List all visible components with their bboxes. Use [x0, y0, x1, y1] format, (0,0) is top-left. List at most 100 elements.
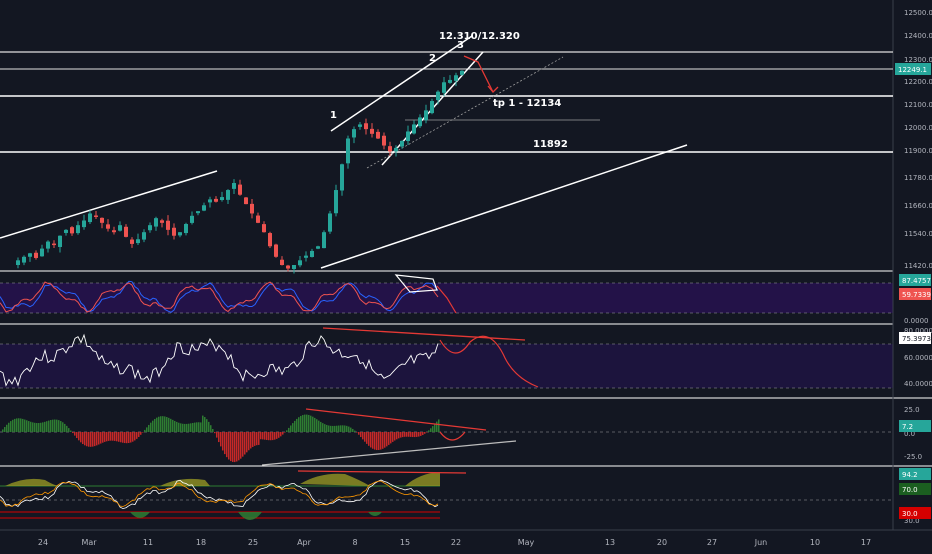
histogram-bar: [178, 422, 180, 432]
histogram-bar: [84, 432, 86, 446]
histogram-bar: [78, 432, 80, 441]
candle-body: [154, 218, 158, 227]
candle-body: [298, 260, 302, 266]
candle-body: [160, 220, 164, 223]
candle-body: [418, 117, 422, 127]
histogram-bar: [10, 421, 12, 432]
histogram-bar: [310, 415, 312, 432]
histogram-bar: [394, 432, 396, 441]
histogram-bar: [330, 425, 332, 432]
candle-body: [436, 91, 440, 101]
panel-4-projection[interactable]: [439, 431, 466, 441]
histogram-bar: [412, 432, 414, 438]
dotted-projection-line[interactable]: [366, 56, 564, 169]
histogram-bar: [272, 432, 274, 441]
time-tick-label: 24: [38, 538, 48, 547]
histogram-bar: [150, 422, 152, 432]
panel-3-divergence-line[interactable]: [322, 327, 526, 341]
histogram-bar: [162, 416, 164, 432]
candle-body: [136, 239, 140, 244]
histogram-bar: [60, 421, 62, 432]
histogram-bar: [426, 432, 428, 433]
histogram-bar: [102, 432, 104, 443]
histogram-bar: [404, 432, 406, 437]
candle-body: [448, 79, 452, 83]
histogram-bar: [406, 432, 408, 437]
histogram-bar: [106, 432, 108, 442]
histogram-bar: [296, 418, 298, 432]
histogram-bar: [370, 432, 372, 448]
histogram-bar: [396, 432, 398, 440]
histogram-bar: [336, 425, 338, 432]
histogram-bar: [300, 415, 302, 432]
candle-body: [364, 123, 368, 130]
candle-body: [82, 220, 86, 228]
panel-3-projection[interactable]: [439, 335, 539, 388]
panel-2-projection[interactable]: [436, 285, 457, 314]
histogram-bar: [228, 432, 230, 460]
histogram-bar: [356, 432, 358, 433]
histogram-bar: [278, 432, 280, 438]
value-badge: [899, 274, 931, 286]
histogram-bar: [56, 419, 58, 432]
candle-body: [208, 199, 212, 203]
histogram-bar: [154, 418, 156, 432]
wave-3-label: 3: [457, 40, 464, 51]
panel-4-trendline[interactable]: [261, 440, 517, 466]
panel-5-resistance-line[interactable]: [297, 470, 467, 474]
projection-path[interactable]: [463, 55, 494, 93]
histogram-bar: [290, 425, 292, 432]
time-tick-label: Apr: [297, 538, 312, 547]
time-tick-label: 27: [707, 538, 717, 547]
panel-2-pattern[interactable]: [394, 274, 438, 293]
candle-body: [442, 82, 446, 93]
histogram-bar: [100, 432, 102, 444]
histogram-bar: [376, 432, 378, 451]
trendline[interactable]: [320, 144, 688, 269]
histogram-bar: [364, 432, 366, 442]
histogram-bar: [38, 423, 40, 432]
histogram-bar: [268, 432, 270, 441]
price-tick-label: 12200.0: [904, 78, 932, 86]
panel-axes: 0.0000 80.0000 60.0000 40.0000 25.0 0.0 -25.0 3…: [904, 317, 932, 525]
histogram-bar: [98, 432, 100, 445]
histogram-bar: [28, 421, 30, 432]
histogram-bar: [424, 432, 426, 434]
histogram-bar: [180, 423, 182, 432]
histogram-bar: [6, 424, 8, 432]
time-axis[interactable]: 24 Mar 11 18 25 Apr 8 15 22 May 13 20 27 Jun 10 17: [38, 538, 871, 547]
histogram-bar: [304, 414, 306, 432]
histogram-bar: [294, 420, 296, 432]
histogram-bar: [342, 425, 344, 432]
histogram-bar: [20, 418, 22, 432]
histogram-bar: [328, 425, 330, 432]
histogram-bar: [288, 427, 290, 432]
channel-upper-line[interactable]: [330, 35, 473, 132]
histogram-bar: [338, 425, 340, 432]
panel-4-divergence-line[interactable]: [305, 408, 487, 431]
histogram-bar: [402, 432, 404, 438]
histogram-bar: [358, 432, 360, 435]
histogram-bar: [420, 432, 422, 436]
histogram-bar: [222, 432, 224, 451]
last-price-badge: [895, 63, 931, 75]
price-axis[interactable]: 12500.0 12400.0 12300.0 12200.0 12100.0 12000…: [895, 9, 932, 270]
histogram-bar: [168, 417, 170, 432]
candle-body: [166, 220, 170, 230]
histogram-bar: [208, 421, 210, 432]
candle-body: [256, 215, 260, 223]
support-label: 11892: [533, 139, 568, 150]
price-tick-label: 12300.0: [904, 56, 932, 64]
histogram-bar: [50, 420, 52, 432]
candle-body: [388, 146, 392, 152]
price-tick-label: 11900.0: [904, 147, 932, 155]
candle-body: [220, 197, 224, 201]
histogram-group: [2, 414, 440, 463]
value-badge-text: 87.4757: [902, 277, 931, 285]
candle-body: [100, 217, 104, 223]
histogram-bar: [148, 424, 150, 432]
time-tick-label: 20: [657, 538, 667, 547]
trendline[interactable]: [0, 170, 218, 239]
